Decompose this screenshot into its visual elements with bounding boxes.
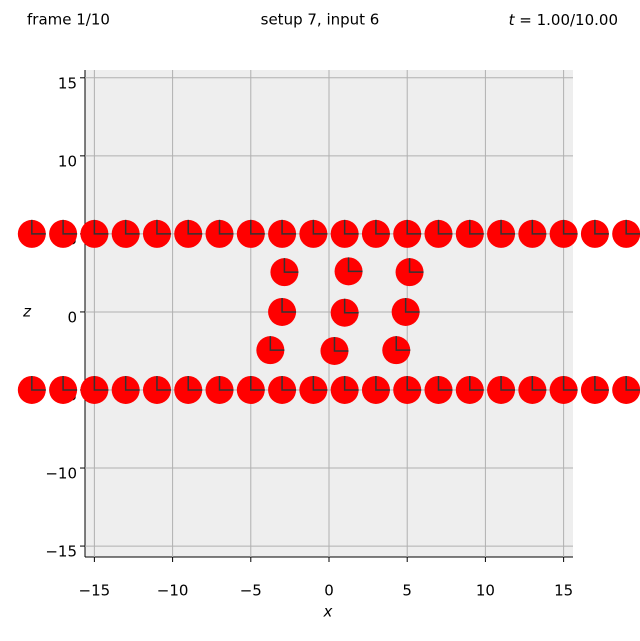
- orientation: [281, 375, 297, 391]
- y-tick-label: 0: [67, 308, 77, 326]
- orientation: [250, 219, 265, 235]
- orientation: [562, 375, 578, 391]
- orientation: [156, 219, 171, 235]
- orientation: [347, 257, 363, 273]
- x-tick-label: −15: [79, 582, 111, 600]
- orientation: [281, 297, 297, 313]
- orientation: [218, 219, 234, 235]
- orientation: [343, 219, 359, 235]
- orientation: [395, 336, 411, 351]
- orientation: [124, 375, 140, 391]
- y-tick-label: −15: [45, 543, 77, 561]
- orientation: [404, 297, 420, 313]
- time-var: t: [509, 11, 516, 29]
- x-tick-label: −5: [240, 582, 262, 600]
- orientation: [343, 375, 359, 391]
- orientation: [375, 219, 390, 235]
- orientation: [437, 219, 453, 235]
- orientation: [406, 375, 422, 391]
- orientation: [93, 375, 109, 391]
- orientation: [333, 336, 349, 352]
- orientation: [250, 375, 265, 391]
- orientation: [531, 375, 547, 391]
- time-label: t = 1.00/10.00: [509, 11, 618, 29]
- orientation: [31, 219, 46, 235]
- orientation: [594, 375, 609, 391]
- orientation: [31, 375, 46, 391]
- orientation: [93, 219, 109, 235]
- y-tick-label: −10: [45, 465, 77, 483]
- orientation: [375, 375, 390, 391]
- orientation: [281, 219, 297, 235]
- orientation: [625, 375, 640, 391]
- x-tick-label: 15: [554, 582, 573, 600]
- setup-label: setup 7, input 6: [261, 11, 380, 29]
- orientation: [500, 375, 516, 391]
- x-tick-label: 10: [476, 582, 495, 600]
- orientation: [312, 375, 328, 391]
- orientation: [62, 219, 78, 235]
- orientation: [312, 219, 328, 235]
- orientation: [187, 219, 203, 235]
- orientation: [469, 219, 484, 235]
- orientation: [156, 375, 171, 391]
- x-tick-label: 0: [324, 582, 334, 600]
- orientation: [406, 219, 422, 235]
- orientation: [562, 219, 578, 235]
- y-axis-label: z: [22, 303, 32, 321]
- orientation: [594, 219, 609, 235]
- time-text: = 1.00/10.00: [515, 11, 619, 29]
- orientation: [343, 298, 359, 314]
- orientation: [469, 375, 484, 391]
- x-tick-label: −10: [157, 582, 189, 600]
- orientation: [269, 336, 285, 351]
- frame-label: frame 1/10: [27, 11, 110, 29]
- orientation: [124, 219, 140, 235]
- x-tick-label: 5: [402, 582, 412, 600]
- x-axis-label: x: [323, 603, 333, 621]
- orientation: [408, 258, 424, 273]
- orientation: [625, 219, 640, 235]
- orientation: [62, 375, 78, 391]
- orientation: [187, 375, 203, 391]
- orientation: [218, 375, 234, 391]
- y-tick-label: 10: [58, 152, 77, 170]
- orientation: [283, 258, 299, 273]
- orientation: [437, 375, 453, 391]
- orientation: [531, 219, 547, 235]
- orientation: [500, 219, 516, 235]
- y-tick-label: 15: [58, 74, 77, 92]
